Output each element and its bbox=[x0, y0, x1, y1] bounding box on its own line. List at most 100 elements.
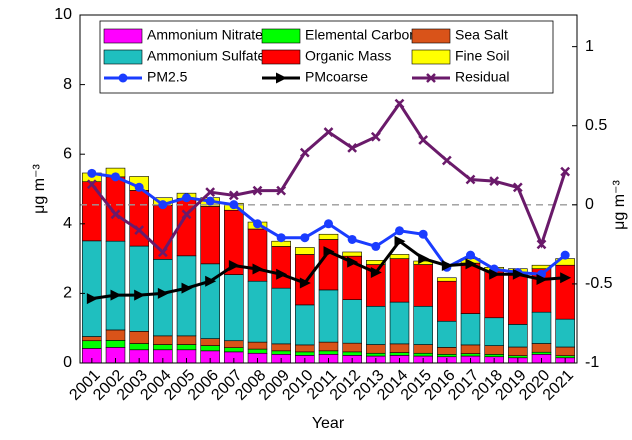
y2-tick-label: 0.5 bbox=[585, 117, 607, 134]
bar-segment bbox=[484, 270, 504, 319]
bar-segment bbox=[366, 305, 386, 345]
bar-segment bbox=[413, 305, 433, 345]
bar-segment bbox=[295, 247, 315, 255]
bar-segment bbox=[295, 304, 315, 346]
y2-tick-label: 0 bbox=[585, 196, 594, 213]
bar-segment bbox=[247, 228, 268, 282]
line-marker bbox=[110, 289, 122, 301]
bar-segment bbox=[508, 324, 528, 348]
y2-tick-label: -1 bbox=[585, 354, 599, 371]
bar-segment bbox=[82, 240, 102, 337]
bar-segment bbox=[555, 346, 575, 356]
line-marker bbox=[347, 142, 358, 153]
y2-axis-label: μg m⁻³ bbox=[611, 180, 628, 230]
bar-segment bbox=[176, 344, 197, 351]
line-marker bbox=[181, 209, 192, 220]
bar-segment bbox=[342, 342, 362, 353]
bar-segment bbox=[389, 254, 410, 259]
bar-segment bbox=[508, 355, 528, 359]
bar-segment bbox=[460, 353, 481, 357]
line-marker bbox=[205, 187, 216, 198]
x-axis-label: Year bbox=[312, 415, 345, 432]
bar-segment bbox=[318, 350, 339, 355]
bar-segment bbox=[129, 331, 149, 344]
bar-segment bbox=[105, 329, 126, 341]
line-marker bbox=[418, 253, 430, 265]
legend-swatch bbox=[411, 28, 451, 44]
legend-swatch bbox=[261, 49, 301, 65]
line-marker bbox=[157, 247, 168, 258]
line-marker bbox=[465, 174, 476, 185]
bar-segment bbox=[437, 353, 457, 358]
bar-segment bbox=[342, 299, 362, 344]
bar-segment bbox=[176, 255, 197, 337]
legend-label: PM2.5 bbox=[147, 69, 188, 85]
bar-segment bbox=[389, 301, 410, 345]
line-marker bbox=[299, 147, 310, 158]
bar-segment bbox=[200, 345, 220, 352]
y-axis-label: μg m⁻³ bbox=[31, 164, 48, 214]
line-marker bbox=[157, 287, 169, 299]
line-marker bbox=[276, 268, 288, 280]
line-marker bbox=[111, 172, 120, 182]
bar-segment bbox=[200, 206, 220, 265]
bar-segment bbox=[200, 338, 220, 346]
bar-segment bbox=[342, 251, 362, 257]
line-marker bbox=[300, 233, 310, 243]
line-marker bbox=[441, 260, 453, 272]
line-marker bbox=[418, 135, 429, 145]
bar-segment bbox=[389, 258, 410, 303]
legend-box bbox=[99, 20, 554, 94]
y-tick-label: 10 bbox=[54, 6, 72, 23]
line-marker bbox=[110, 209, 121, 220]
bar-segment bbox=[413, 344, 433, 354]
line-marker bbox=[86, 179, 97, 190]
bar-segment bbox=[105, 176, 126, 242]
bar-segment bbox=[484, 345, 504, 355]
bar-segment bbox=[318, 233, 339, 240]
bar-segment bbox=[82, 340, 102, 349]
line-marker bbox=[347, 256, 359, 268]
bar-segment bbox=[413, 264, 433, 307]
line-marker bbox=[252, 263, 264, 275]
bar-segment bbox=[105, 240, 126, 331]
bar-segment bbox=[271, 287, 291, 345]
bar-segment bbox=[389, 343, 410, 353]
line-marker bbox=[371, 241, 381, 251]
line-marker bbox=[465, 258, 477, 270]
line-marker bbox=[134, 289, 146, 301]
line-marker bbox=[323, 246, 335, 258]
bar-segment bbox=[531, 343, 552, 353]
line-marker bbox=[118, 73, 128, 83]
line-marker bbox=[87, 168, 97, 178]
legend-label: Elemental Carbon bbox=[305, 27, 417, 43]
bar-segment bbox=[105, 340, 126, 348]
line-marker bbox=[560, 166, 571, 177]
line-marker bbox=[370, 267, 382, 279]
y2-tick-label: 1 bbox=[585, 38, 594, 55]
bar-segment bbox=[460, 344, 481, 354]
y-tick-label: 4 bbox=[63, 215, 72, 232]
bar-segment bbox=[129, 343, 149, 351]
line-marker bbox=[489, 176, 500, 186]
bar-segment bbox=[295, 351, 315, 356]
bar-segment bbox=[531, 311, 552, 344]
bar-segment bbox=[271, 343, 291, 352]
bar-segment bbox=[247, 280, 268, 343]
legend-label: Ammonium Nitrate bbox=[147, 27, 263, 43]
line-marker bbox=[252, 185, 263, 196]
line-marker bbox=[181, 282, 193, 294]
line-marker bbox=[347, 234, 357, 244]
line-marker bbox=[489, 268, 501, 280]
bar-segment bbox=[460, 262, 481, 314]
bar-segment bbox=[389, 352, 410, 356]
line-marker bbox=[134, 182, 144, 192]
bar-segment bbox=[484, 353, 504, 358]
bar-segment bbox=[82, 336, 102, 342]
bar-segment bbox=[437, 280, 457, 322]
bar-segment bbox=[437, 347, 457, 355]
line-marker bbox=[323, 127, 334, 137]
y-tick-label: 6 bbox=[63, 145, 72, 162]
bar-segment bbox=[224, 347, 244, 353]
bar-segment bbox=[318, 239, 339, 291]
